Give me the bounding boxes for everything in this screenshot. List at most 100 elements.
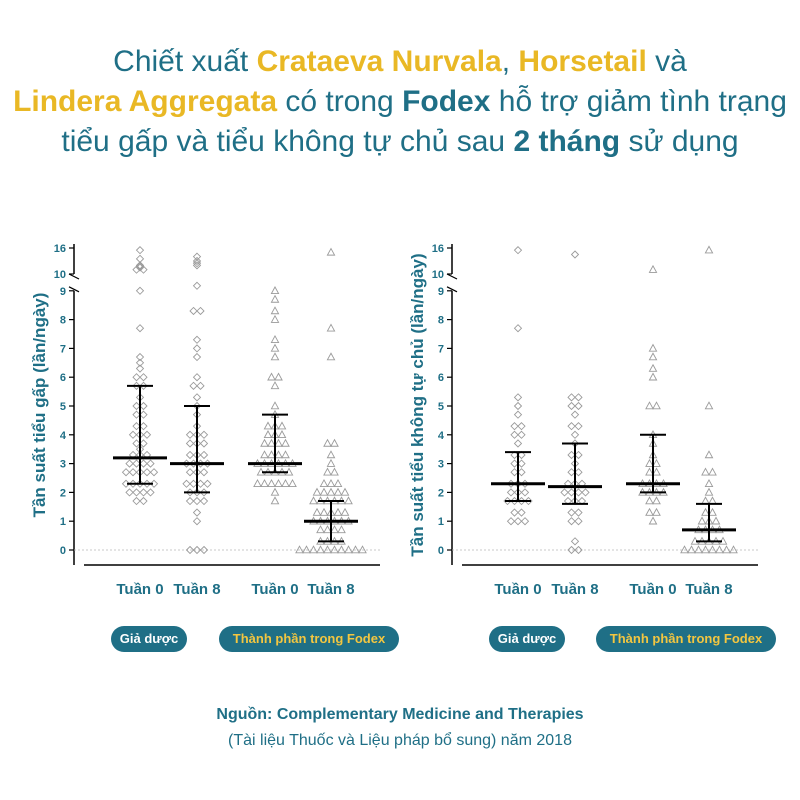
data-point-diamond: [574, 422, 583, 431]
data-point-diamond: [192, 496, 202, 506]
data-point-diamond: [196, 381, 205, 390]
data-point-triangle: [319, 479, 329, 488]
data-point-triangle: [340, 487, 350, 496]
data-point-triangle: [270, 294, 280, 303]
data-point-triangle: [340, 507, 350, 516]
data-point-triangle: [274, 372, 283, 381]
data-point-diamond: [125, 459, 134, 468]
data-point-triangle: [260, 479, 269, 488]
y-tick-label: 16: [54, 243, 66, 255]
data-point-triangle: [270, 487, 280, 496]
data-point-triangle: [694, 545, 703, 554]
y-tick-label: 8: [60, 315, 66, 327]
data-point-triangle: [302, 545, 311, 554]
data-point-diamond: [574, 545, 583, 555]
data-point-diamond: [506, 517, 516, 526]
data-point-diamond: [139, 373, 148, 382]
data-point-diamond: [513, 410, 523, 419]
y-tick-label: 2: [438, 487, 444, 499]
data-point-triangle: [260, 438, 269, 447]
y-axis-label: Tần suất tiểu gấp (lần/ngày): [30, 293, 49, 518]
data-point-diamond: [139, 496, 148, 506]
data-point-diamond: [149, 468, 159, 477]
data-point-diamond: [513, 517, 523, 526]
data-point-diamond: [567, 422, 576, 431]
data-point-diamond: [132, 488, 141, 497]
data-point-triangle: [270, 401, 280, 410]
data-point-triangle: [330, 525, 339, 534]
data-point-diamond: [199, 439, 209, 448]
data-point-diamond: [142, 479, 152, 488]
y-tick-label: 16: [432, 243, 444, 255]
data-point-diamond: [517, 459, 526, 468]
data-point-diamond: [192, 508, 202, 517]
source-line: Nguồn: Complementary Medicine and Therap…: [216, 706, 584, 723]
x-tick-label: Tuần 8: [307, 581, 354, 598]
data-point-diamond: [517, 450, 526, 460]
data-point-diamond: [510, 496, 519, 506]
data-point-diamond: [146, 459, 155, 468]
data-point-diamond: [199, 488, 209, 497]
data-point-diamond: [189, 306, 198, 316]
x-tick-label: Tuần 0: [116, 581, 163, 598]
data-point-diamond: [192, 352, 202, 362]
data-point-diamond: [192, 256, 202, 266]
data-point-triangle: [701, 545, 710, 554]
data-point-diamond: [510, 450, 519, 460]
y-tick-label: 4: [438, 430, 445, 442]
source-subline: (Tài liệu Thuốc và Liệu pháp bổ sung) nă…: [228, 732, 572, 749]
data-point-triangle: [267, 479, 276, 488]
data-point-diamond: [185, 430, 195, 439]
data-point-diamond: [139, 401, 148, 411]
data-point-diamond: [517, 422, 526, 431]
x-tick-label: Tuần 0: [494, 581, 541, 598]
data-point-diamond: [199, 450, 209, 460]
data-point-triangle: [344, 545, 353, 554]
data-point-triangle: [711, 516, 721, 525]
data-point-diamond: [513, 246, 523, 255]
data-point-triangle: [323, 545, 332, 554]
data-point-diamond: [132, 381, 141, 390]
data-point-triangle: [316, 545, 325, 554]
y-axis-label: Tần suất tiểu không tự chủ (lần/ngày): [408, 253, 427, 556]
data-point-diamond: [203, 479, 212, 488]
data-point-diamond: [135, 352, 145, 362]
data-point-triangle: [729, 545, 738, 554]
data-point-triangle: [270, 343, 280, 352]
data-point-diamond: [192, 259, 202, 268]
y-tick-label: 5: [438, 401, 444, 413]
data-point-diamond: [574, 401, 583, 411]
x-tick-label: Tuần 8: [685, 581, 732, 598]
data-point-diamond: [135, 324, 145, 333]
y-tick-label: 4: [60, 430, 67, 442]
data-point-diamond: [139, 439, 148, 448]
data-point-diamond: [139, 381, 148, 390]
data-point-triangle: [330, 545, 339, 554]
data-point-triangle: [323, 525, 332, 534]
data-point-triangle: [337, 545, 346, 554]
data-point-diamond: [132, 265, 141, 274]
data-point-diamond: [185, 496, 195, 506]
data-point-triangle: [274, 479, 283, 488]
data-point-diamond: [520, 488, 530, 497]
data-point-diamond: [196, 479, 205, 488]
data-point-triangle: [288, 479, 297, 488]
data-point-triangle: [645, 458, 654, 467]
data-point-triangle: [326, 479, 336, 488]
data-point-diamond: [132, 439, 141, 448]
data-point-diamond: [574, 468, 583, 477]
data-point-triangle: [253, 479, 262, 488]
data-point-diamond: [503, 496, 512, 506]
data-point-diamond: [199, 545, 209, 555]
data-point-triangle: [319, 487, 329, 496]
data-point-diamond: [570, 537, 580, 546]
data-point-triangle: [704, 245, 714, 254]
data-point-diamond: [185, 439, 195, 448]
data-point-triangle: [323, 438, 332, 447]
data-point-diamond: [185, 468, 195, 477]
data-point-diamond: [567, 545, 576, 555]
page-title: Chiết xuất Crataeva Nurvala, Horsetail v…: [0, 42, 800, 162]
data-point-diamond: [513, 324, 523, 333]
data-point-triangle: [645, 507, 654, 516]
data-point-diamond: [574, 488, 583, 497]
